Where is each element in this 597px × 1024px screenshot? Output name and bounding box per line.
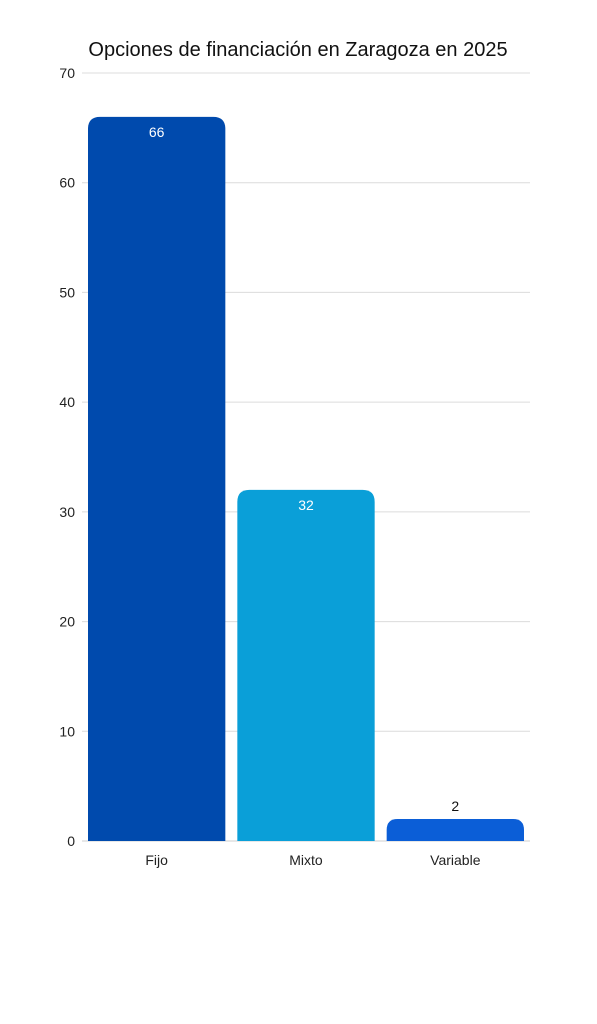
data-label-mixto: 32	[298, 497, 314, 513]
chart-title: Opciones de financiación en Zaragoza en …	[88, 39, 507, 61]
y-tick-label-60: 60	[59, 175, 75, 191]
y-tick-label-0: 0	[67, 833, 75, 849]
y-axis: 0 10 20 30 40 50 60 70	[59, 65, 75, 849]
data-label-variable: 2	[451, 798, 459, 814]
bars: 66 32 2	[88, 116, 524, 841]
x-tick-label-fijo: Fijo	[145, 852, 168, 868]
y-tick-label-40: 40	[59, 394, 75, 410]
y-tick-label-70: 70	[59, 65, 75, 81]
y-tick-label-20: 20	[59, 614, 75, 630]
y-tick-label-50: 50	[59, 284, 75, 300]
y-tick-label-10: 10	[59, 723, 75, 739]
data-label-fijo: 66	[149, 124, 165, 140]
x-tick-label-variable: Variable	[430, 852, 481, 868]
bar-fijo	[88, 116, 226, 841]
y-tick-label-30: 30	[59, 504, 75, 520]
bar-mixto	[237, 489, 375, 841]
x-axis: Fijo Mixto Variable	[145, 852, 480, 868]
bar-variable	[386, 819, 524, 841]
x-tick-label-mixto: Mixto	[289, 852, 323, 868]
